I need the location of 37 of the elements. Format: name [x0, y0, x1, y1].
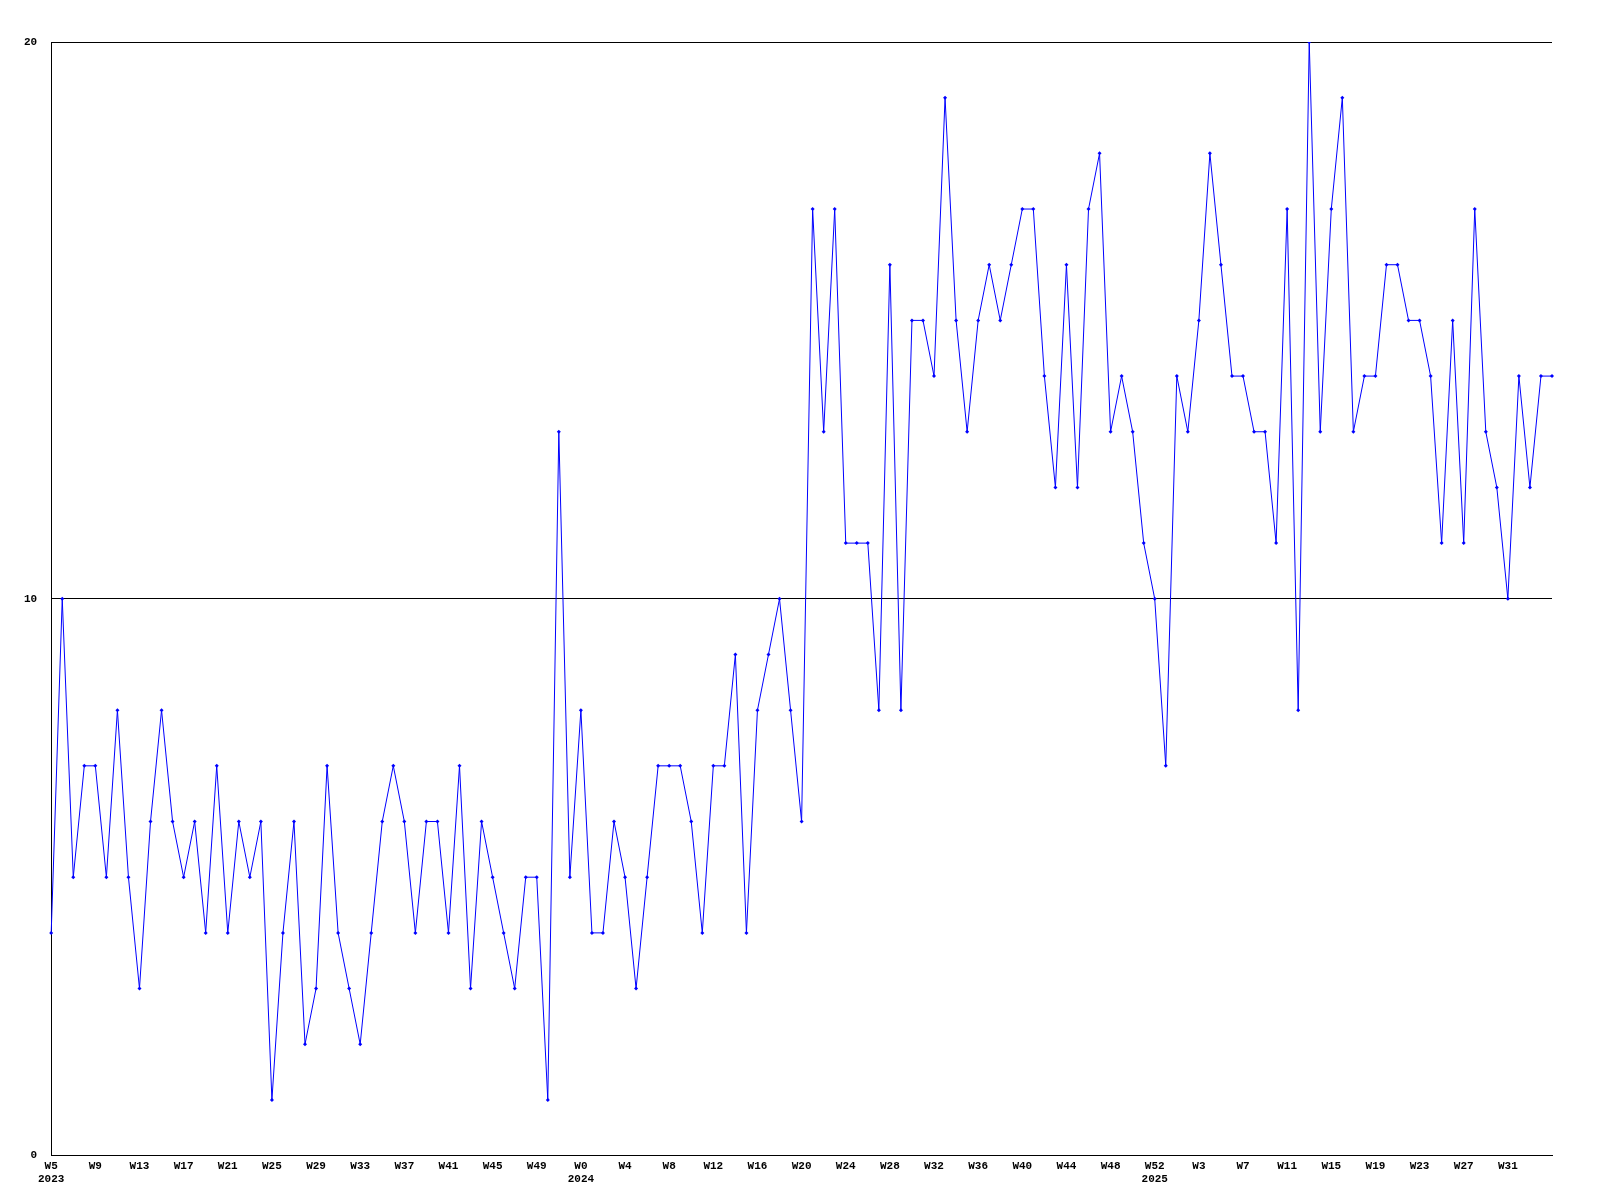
- x-tick-label: W16: [747, 1159, 768, 1172]
- x-tick-label: W27: [1453, 1159, 1474, 1172]
- x-tick-label: W52 2025: [1141, 1159, 1169, 1186]
- x-tick-label: W13: [129, 1159, 150, 1172]
- x-tick-label: W11: [1277, 1159, 1298, 1172]
- x-tick-label: W15: [1321, 1159, 1342, 1172]
- x-tick-label: W33: [350, 1159, 371, 1172]
- x-tick-label: W25: [262, 1159, 283, 1172]
- x-tick-label: W29: [306, 1159, 326, 1172]
- x-tick-label: W37: [394, 1159, 415, 1172]
- x-tick-label: W31: [1497, 1159, 1519, 1172]
- x-tick-label: W36: [968, 1159, 989, 1172]
- x-tick-label: W45: [482, 1159, 503, 1172]
- y-tick-label: 10: [24, 592, 38, 605]
- x-tick-label: W8: [662, 1159, 677, 1172]
- x-tick-label: W40: [1012, 1159, 1033, 1172]
- x-tick-label: W32: [924, 1159, 944, 1172]
- x-tick-label: W12: [703, 1159, 724, 1172]
- y-tick-label: 0: [30, 1149, 38, 1162]
- x-tick-label: W5 2023: [38, 1159, 65, 1186]
- x-tick-label: W21: [217, 1159, 239, 1172]
- x-tick-label: W3: [1192, 1159, 1206, 1172]
- x-tick-label: W0 2024: [567, 1159, 595, 1186]
- x-tick-label: W17: [173, 1159, 194, 1172]
- x-tick-label: W48: [1100, 1159, 1121, 1172]
- y-tick-label: 20: [24, 35, 38, 48]
- x-tick-label: W20: [791, 1159, 812, 1172]
- x-tick-label: W28: [879, 1159, 901, 1172]
- x-tick-label: W44: [1056, 1159, 1077, 1172]
- x-tick-label: W19: [1365, 1159, 1386, 1172]
- x-tick-label: W7: [1236, 1159, 1250, 1172]
- x-tick-label: W23: [1409, 1159, 1430, 1172]
- x-tick-label: W24: [835, 1159, 857, 1172]
- x-tick-label: W41: [438, 1159, 459, 1172]
- x-tick-label: W9: [88, 1159, 102, 1172]
- x-tick-label: W49: [526, 1159, 547, 1172]
- x-tick-label: W4: [618, 1159, 633, 1172]
